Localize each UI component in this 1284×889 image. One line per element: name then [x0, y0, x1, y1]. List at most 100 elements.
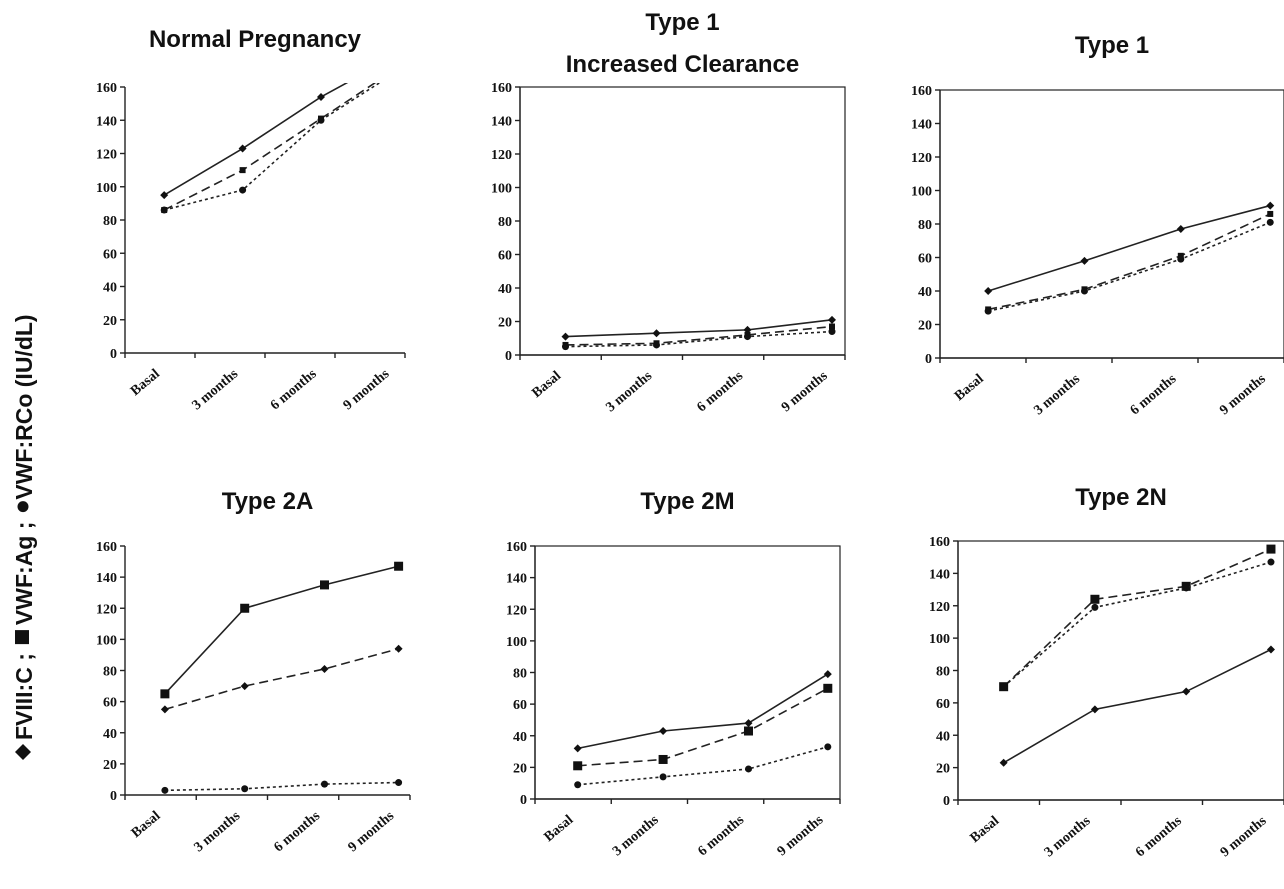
- series-line-square: [164, 565, 399, 695]
- chart-title: Type 2N: [1075, 484, 1167, 511]
- y-tick-label: 0: [520, 793, 527, 808]
- x-category-label: 6 months: [1128, 371, 1180, 418]
- series-group: [573, 670, 833, 789]
- x-category-label: 6 months: [695, 812, 747, 859]
- y-tick-label: 20: [936, 762, 950, 777]
- x-category-label: 9 months: [775, 812, 827, 859]
- data-point-circle: [744, 333, 751, 341]
- y-tick-label: 0: [943, 794, 950, 809]
- data-point-square: [240, 603, 250, 613]
- y-tick-label: 100: [96, 181, 117, 196]
- data-point-circle: [1182, 584, 1190, 592]
- series-group: [561, 315, 836, 351]
- data-point-circle: [745, 765, 752, 773]
- y-tick-label: 140: [96, 571, 117, 586]
- plot-frame: [534, 545, 841, 800]
- chart-type2m: Type 2M 0 20 40 60 80 100 120 140 160 Basal 3 month…: [506, 488, 841, 859]
- y-tick-label: 20: [513, 761, 527, 776]
- y-tick-label: 100: [96, 633, 117, 648]
- y-tick-label: 60: [918, 252, 932, 267]
- series-line-square: [163, 83, 377, 211]
- y-tick-label: 80: [513, 667, 527, 682]
- data-point-circle: [562, 343, 569, 351]
- data-point-circle: [824, 743, 832, 751]
- series-line-diamond: [565, 319, 833, 338]
- y-axis-label: FVIII:C ; VWF:Ag ; VWF:RCo (IU/dL): [11, 314, 37, 760]
- data-point-square: [394, 561, 404, 571]
- data-point-circle: [653, 341, 660, 349]
- y-tick-label: 160: [96, 81, 117, 96]
- chart-title: Increased Clearance: [566, 51, 799, 78]
- series-group: [984, 201, 1275, 315]
- data-point-circle: [395, 779, 403, 787]
- data-point-circle: [1091, 603, 1099, 611]
- y-tick-label: 160: [506, 540, 527, 555]
- series-line-diamond: [577, 673, 829, 750]
- x-category-label: 9 months: [1218, 813, 1270, 860]
- data-point-diamond: [573, 744, 582, 753]
- data-point-diamond: [984, 287, 993, 295]
- y-tick-label: 0: [110, 789, 117, 804]
- series-group: [999, 544, 1276, 767]
- legend-diamond-icon: [15, 744, 31, 760]
- data-point-square: [1266, 544, 1276, 554]
- data-point-diamond: [317, 92, 325, 101]
- y-tick-label: 160: [911, 84, 932, 99]
- y-tick-label: 20: [103, 758, 117, 773]
- x-category-label: Basal: [529, 369, 564, 402]
- series-line-diamond: [164, 647, 399, 711]
- chart-title: Type 1: [1075, 32, 1149, 59]
- data-point-circle: [659, 773, 667, 781]
- y-tick-label: 60: [103, 247, 117, 262]
- y-tick-label: 0: [925, 352, 932, 367]
- data-point-diamond: [240, 682, 249, 691]
- x-category-label: Basal: [952, 372, 987, 405]
- data-point-diamond: [1090, 705, 1099, 714]
- y-tick-label: 140: [491, 115, 512, 130]
- data-point-circle: [1000, 683, 1008, 691]
- x-category-label: Basal: [968, 814, 1003, 847]
- data-point-circle: [161, 786, 169, 794]
- y-tick-label: 80: [498, 215, 512, 230]
- x-category-label: 3 months: [1031, 371, 1083, 418]
- series-line-circle: [577, 746, 829, 786]
- data-point-circle: [1267, 558, 1275, 566]
- x-category-label: Basal: [542, 813, 577, 846]
- chart-normal-pregnancy: Normal Pregnancy 0 20 40 60 80 100 120 140 160 Bas…: [96, 26, 406, 413]
- series-line-circle: [1003, 561, 1272, 688]
- data-point-diamond: [744, 719, 753, 728]
- data-point-circle: [241, 785, 249, 793]
- series-group: [160, 83, 381, 214]
- y-tick-label: 80: [918, 218, 932, 233]
- data-point-diamond: [743, 325, 752, 334]
- y-tick-label: 80: [103, 214, 117, 229]
- data-point-circle: [574, 781, 582, 789]
- data-point-circle: [160, 206, 168, 214]
- series-line-circle: [164, 781, 399, 792]
- data-point-circle: [321, 780, 328, 788]
- data-point-square: [823, 683, 833, 693]
- y-tick-label: 140: [911, 118, 932, 133]
- data-point-diamond: [828, 315, 836, 324]
- data-point-diamond: [160, 191, 169, 200]
- series-line-square: [577, 687, 829, 767]
- y-tick-label: 0: [505, 349, 512, 364]
- y-tick-label: 160: [491, 81, 512, 96]
- y-tick-label: 60: [103, 696, 117, 711]
- data-point-square: [744, 726, 753, 736]
- x-category-label: 6 months: [694, 368, 746, 415]
- data-point-diamond: [652, 329, 661, 338]
- data-point-diamond: [160, 705, 169, 714]
- y-axis-label-text: VWF:Ag ;: [11, 522, 37, 625]
- y-tick-label: 80: [936, 665, 950, 680]
- x-category-label: 9 months: [779, 368, 831, 415]
- y-axis-label-text: VWF:RCo (IU/dL): [11, 314, 37, 499]
- y-tick-label: 140: [929, 567, 950, 582]
- data-point-circle: [239, 186, 247, 194]
- series-line-square: [1003, 548, 1272, 688]
- y-tick-label: 20: [103, 314, 117, 329]
- x-category-label: 6 months: [271, 808, 323, 855]
- y-tick-label: 160: [929, 535, 950, 550]
- y-tick-label: 160: [96, 540, 117, 555]
- y-tick-label: 120: [96, 148, 117, 163]
